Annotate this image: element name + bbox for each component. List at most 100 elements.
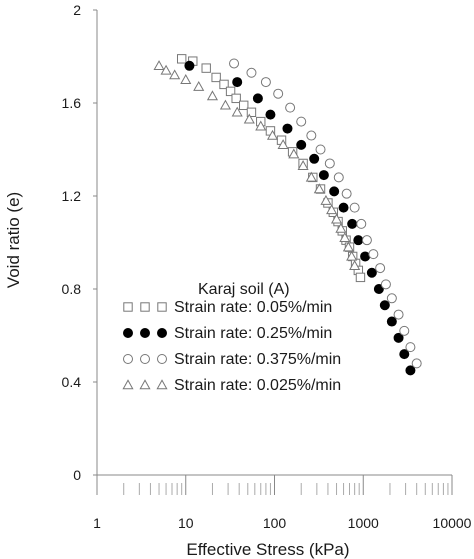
y-tick-label: 0 bbox=[73, 467, 81, 483]
data-point-strain-0-375 bbox=[349, 202, 360, 213]
data-point-strain-0-375 bbox=[306, 130, 317, 141]
data-point-strain-0-25 bbox=[399, 349, 410, 360]
legend-label-strain-0-05: Strain rate: 0.05%/min bbox=[174, 299, 332, 316]
data-point-strain-0-025 bbox=[255, 120, 267, 131]
data-point-strain-0-025 bbox=[349, 260, 361, 270]
data-point-strain-0-25 bbox=[366, 267, 377, 278]
data-point-strain-0-25 bbox=[347, 218, 358, 229]
data-point-strain-0-025 bbox=[339, 232, 351, 243]
data-point-strain-0-025 bbox=[160, 64, 172, 75]
data-point-strain-0-05 bbox=[211, 72, 221, 83]
data-point-strain-0-375 bbox=[296, 116, 307, 127]
x-axis-label: Effective Stress (kPa) bbox=[186, 540, 349, 559]
data-point-strain-0-025 bbox=[335, 222, 347, 233]
y-tick-label: 0.8 bbox=[62, 281, 82, 297]
data-point-strain-0-25 bbox=[318, 170, 329, 181]
legend-marker-strain-0-025 bbox=[156, 379, 168, 390]
data-point-strain-0-25 bbox=[338, 202, 349, 213]
data-point-strain-0-025 bbox=[169, 69, 181, 80]
legend-item-strain-0-05: Strain rate: 0.05%/min bbox=[123, 299, 332, 316]
legend-marker-strain-0-025 bbox=[122, 379, 134, 390]
data-point-strain-0-05 bbox=[355, 272, 366, 283]
data-point-strain-0-25 bbox=[393, 332, 404, 343]
data-point-strain-0-025 bbox=[326, 204, 338, 215]
data-point-strain-0-375 bbox=[399, 325, 410, 336]
tick-marks bbox=[93, 9, 453, 495]
data-point-strain-0-375 bbox=[411, 358, 422, 369]
legend-marker-strain-0-375 bbox=[123, 354, 133, 364]
data-point-strain-0-25 bbox=[296, 139, 307, 150]
data-point-strain-0-025 bbox=[231, 106, 243, 117]
legend-marker-strain-0-375 bbox=[157, 354, 167, 364]
data-point-strain-0-025 bbox=[206, 90, 219, 101]
data-point-strain-0-05 bbox=[246, 107, 257, 117]
legend-title: Karaj soil (A) bbox=[198, 281, 290, 298]
data-point-strain-0-25 bbox=[329, 186, 340, 197]
data-point-strain-0-375 bbox=[356, 218, 367, 229]
data-point-strain-0-025 bbox=[342, 241, 354, 252]
y-axis-label: Void ratio (e) bbox=[4, 192, 23, 288]
legend-label-strain-0-375: Strain rate: 0.375%/min bbox=[174, 351, 341, 368]
data-point-strain-0-375 bbox=[229, 58, 240, 69]
legend-item-strain-0-375: Strain rate: 0.375%/min bbox=[123, 351, 341, 368]
data-point-strain-0-25 bbox=[353, 235, 364, 246]
data-point-strain-0-025 bbox=[277, 139, 289, 150]
data-point-strain-0-025 bbox=[193, 81, 205, 91]
legend-marker-strain-0-05 bbox=[157, 302, 167, 312]
tick-labels: 0 0.4 0.8 1.2 1.6 2 1 10 100 1000 10000 bbox=[62, 2, 472, 531]
data-point-strain-0-375 bbox=[368, 249, 379, 260]
data-point-strain-0-025 bbox=[305, 171, 317, 182]
data-point-strain-0-25 bbox=[232, 77, 243, 88]
data-point-strain-0-025 bbox=[243, 113, 255, 124]
legend-label-strain-0-25: Strain rate: 0.25%/min bbox=[174, 325, 332, 342]
data-point-strain-0-375 bbox=[246, 67, 257, 78]
legend-marker-strain-0-05 bbox=[123, 302, 133, 312]
legend-marker-strain-0-25 bbox=[140, 328, 150, 338]
data-point-strain-0-025 bbox=[346, 250, 358, 261]
legend-label-strain-0-025: Strain rate: 0.025%/min bbox=[174, 377, 341, 394]
legend-marker-strain-0-05 bbox=[140, 302, 150, 312]
data-point-strain-0-25 bbox=[360, 251, 371, 262]
x-tick-label: 10 bbox=[178, 515, 194, 531]
legend-item-strain-0-025: Strain rate: 0.025%/min bbox=[122, 377, 341, 394]
data-point-strain-0-25 bbox=[265, 109, 276, 120]
data-point-strain-0-375 bbox=[285, 102, 296, 113]
legend-marker-strain-0-025 bbox=[139, 379, 151, 390]
data-point-strain-0-25 bbox=[373, 284, 384, 294]
data-point-strain-0-05 bbox=[239, 100, 249, 111]
data-point-strain-0-25 bbox=[282, 123, 293, 134]
legend-marker-strain-0-375 bbox=[140, 354, 150, 364]
legend: Karaj soil (A) Strain rate: 0.05%/min Str… bbox=[122, 281, 341, 394]
data-point-strain-0-25 bbox=[252, 93, 263, 104]
data-point-strain-0-375 bbox=[386, 293, 397, 304]
data-point-strain-0-375 bbox=[393, 309, 404, 320]
data-point-strain-0-375 bbox=[405, 342, 416, 353]
data-point-strain-0-25 bbox=[405, 365, 416, 376]
data-markers bbox=[153, 54, 422, 376]
data-point-strain-0-375 bbox=[333, 172, 344, 183]
legend-marker-strain-0-25 bbox=[157, 328, 167, 338]
legend-item-strain-0-25: Strain rate: 0.25%/min bbox=[123, 325, 332, 342]
data-point-strain-0-375 bbox=[375, 263, 386, 274]
data-point-strain-0-375 bbox=[341, 188, 352, 199]
data-point-strain-0-05 bbox=[176, 54, 187, 64]
data-point-strain-0-025 bbox=[320, 194, 332, 205]
data-point-strain-0-25 bbox=[184, 60, 195, 71]
x-tick-label: 10000 bbox=[433, 515, 472, 531]
x-tick-label: 1 bbox=[93, 515, 101, 531]
data-point-strain-0-25 bbox=[309, 153, 320, 164]
x-tick-label: 100 bbox=[263, 515, 287, 531]
data-point-strain-0-05 bbox=[225, 86, 236, 97]
data-point-strain-0-375 bbox=[361, 235, 372, 246]
y-tick-label: 1.2 bbox=[62, 188, 82, 204]
data-point-strain-0-025 bbox=[330, 213, 343, 224]
data-point-strain-0-025 bbox=[219, 99, 231, 110]
data-point-strain-0-025 bbox=[288, 148, 300, 159]
data-point-strain-0-375 bbox=[315, 144, 326, 155]
data-point-strain-0-375 bbox=[380, 279, 391, 290]
data-point-strain-0-375 bbox=[260, 77, 271, 88]
data-point-strain-0-025 bbox=[180, 74, 192, 84]
data-point-strain-0-25 bbox=[379, 300, 390, 311]
axes bbox=[96, 10, 452, 476]
